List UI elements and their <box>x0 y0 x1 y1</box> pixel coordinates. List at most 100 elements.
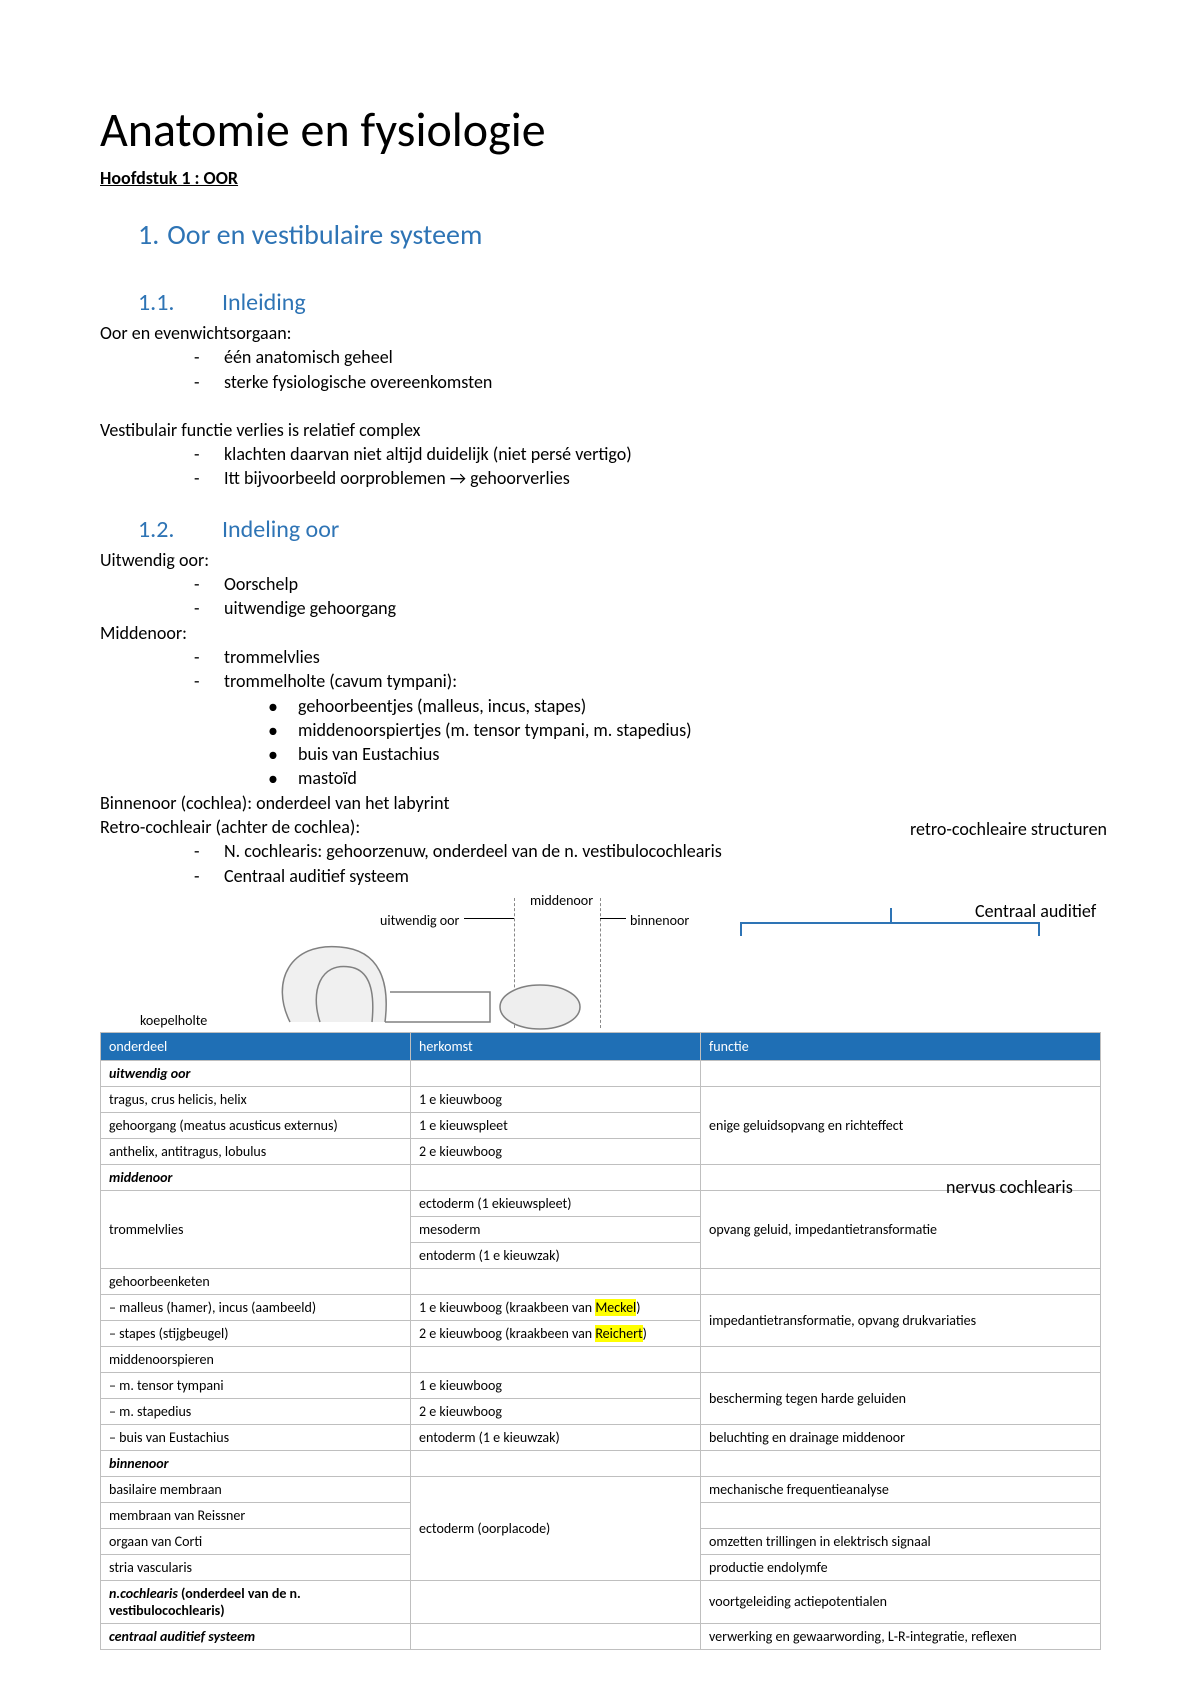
table-row: binnenoor <box>101 1450 1101 1476</box>
ear-outline-icon <box>230 922 590 1032</box>
table-cell: ectoderm (oorplacode) <box>411 1476 701 1580</box>
table-row: – malleus (hamer), incus (aambeeld)1 e k… <box>101 1294 1101 1320</box>
table-cell: – m. tensor tympani <box>101 1372 411 1398</box>
list-11b: klachten daarvan niet altijd duidelijk (… <box>194 442 1100 491</box>
list-item: trommelholte (cavum tympani): <box>194 669 1100 693</box>
table-section-cell: middenoor <box>101 1164 411 1190</box>
table-cell: membraan van Reissner <box>101 1502 411 1528</box>
table-cell <box>411 1164 701 1190</box>
table-cell: 2 e kieuwboog <box>411 1138 701 1164</box>
diagram-line <box>464 918 514 919</box>
table-cell: tragus, crus helicis, helix <box>101 1086 411 1112</box>
chapter-subtitle: Hoofdstuk 1 : OOR <box>100 167 1100 189</box>
table-row: centraal auditief systeem verwerking en g… <box>101 1623 1101 1649</box>
table-cell: ectoderm (1 ekieuwspleet) <box>411 1190 701 1216</box>
table-cell: impedantietransformatie, opvang drukvari… <box>701 1294 1101 1346</box>
table-cell: mesoderm <box>411 1216 701 1242</box>
list-item: uitwendige gehoorgang <box>194 596 1100 620</box>
diagram-label-midden: middenoor <box>530 892 593 909</box>
list-item: Oorschelp <box>194 572 1100 596</box>
table-cell: centraal auditief systeem <box>101 1623 411 1649</box>
section-1-text: Oor en vestibulaire systeem <box>167 217 482 252</box>
table-cell: orgaan van Corti <box>101 1528 411 1554</box>
table-header: herkomst <box>411 1032 701 1060</box>
table-cell <box>411 1268 701 1294</box>
table-row: middenoorspieren <box>101 1346 1101 1372</box>
table-cell: 1 e kieuwboog (kraakbeen van Meckel) <box>411 1294 701 1320</box>
table-row: gehoorbeenketen <box>101 1268 1101 1294</box>
float-label-retro: retro-cochleaire structuren <box>910 818 1107 840</box>
table-cell: – malleus (hamer), incus (aambeeld) <box>101 1294 411 1320</box>
highlighted-text: Meckel <box>595 1299 636 1316</box>
table-row: – m. tensor tympani1 e kieuwboogbescherm… <box>101 1372 1101 1398</box>
table-cell: basilaire membraan <box>101 1476 411 1502</box>
table-cell: mechanische frequentieanalyse <box>701 1476 1101 1502</box>
list-12a: Oorschelpuitwendige gehoorgang <box>194 572 1100 621</box>
highlighted-text: Reichert <box>595 1325 642 1342</box>
table-cell <box>411 1346 701 1372</box>
diagram-label-koepel: koepelholte <box>140 1012 207 1029</box>
float-label-nervus: nervus cochlearis <box>946 1176 1073 1198</box>
diagram-line <box>600 918 626 919</box>
table-cell: verwerking en gewaarwording, L-R-integra… <box>701 1623 1101 1649</box>
table-cell: bescherming tegen harde geluiden <box>701 1372 1101 1424</box>
paragraph: Binnenoor (cochlea): onderdeel van het l… <box>100 791 1100 815</box>
table-section-cell: uitwendig oor <box>101 1060 411 1086</box>
list-item: N. cochlearis: gehoorzenuw, onderdeel va… <box>194 839 1100 863</box>
table-header: functie <box>701 1032 1101 1060</box>
bracket-tick <box>890 908 892 922</box>
table-cell: opvang geluid, impedantietransformatie <box>701 1190 1101 1268</box>
table-cell: entoderm (1 e kieuwzak) <box>411 1242 701 1268</box>
anatomy-table: onderdeelherkomstfunctie uitwendig oortr… <box>100 1032 1101 1650</box>
table-cell <box>701 1346 1101 1372</box>
list-item: één anatomisch geheel <box>194 345 1100 369</box>
table-cell: gehoorgang (meatus acusticus externus) <box>101 1112 411 1138</box>
section-1-heading: 1.Oor en vestibulaire systeem <box>138 217 1100 252</box>
table-cell: anthelix, antitragus, lobulus <box>101 1138 411 1164</box>
section-1-2-text: Indeling oor <box>222 515 339 544</box>
section-1-number: 1. <box>138 217 159 252</box>
page-title: Anatomie en fysiologie <box>100 100 1100 159</box>
list-12d: N. cochlearis: gehoorzenuw, onderdeel va… <box>194 839 1100 888</box>
bracket-tick <box>1038 922 1040 936</box>
list-11a: één anatomisch geheelsterke fysiologisch… <box>194 345 1100 394</box>
table-cell: – buis van Eustachius <box>101 1424 411 1450</box>
table-cell: – stapes (stijgbeugel) <box>101 1320 411 1346</box>
table-cell <box>701 1502 1101 1528</box>
table-cell <box>411 1623 701 1649</box>
table-cell: – m. stapedius <box>101 1398 411 1424</box>
section-1-1-number: 1.1. <box>138 288 222 317</box>
table-cell: gehoorbeenketen <box>101 1268 411 1294</box>
table-row: – buis van Eustachiusentoderm (1 e kieuw… <box>101 1424 1101 1450</box>
diagram-label-binnen: binnenoor <box>630 912 689 929</box>
table-cell: entoderm (1 e kieuwzak) <box>411 1424 701 1450</box>
section-1-2-number: 1.2. <box>138 515 222 544</box>
table-section-cell: binnenoor <box>101 1450 411 1476</box>
section-1-1-heading: 1.1.Inleiding <box>138 288 1100 317</box>
table-cell: 1 e kieuwboog <box>411 1086 701 1112</box>
table-row: basilaire membraanectoderm (oorplacode)m… <box>101 1476 1101 1502</box>
list-item: mastoïd <box>268 766 1100 790</box>
table-cell <box>411 1060 701 1086</box>
float-label-centraal: Centraal auditief <box>975 900 1096 922</box>
table-cell: productie endolymfe <box>701 1554 1101 1580</box>
table-cell: middenoorspieren <box>101 1346 411 1372</box>
list-12b-bullet: gehoorbeentjes (malleus, incus, stapes)m… <box>268 694 1100 791</box>
table-row: n.cochlearis (onderdeel van de n. vestib… <box>101 1580 1101 1623</box>
paragraph: Uitwendig oor: <box>100 548 1100 572</box>
paragraph: Vestibulair functie verlies is relatief … <box>100 418 1100 442</box>
ear-diagram: uitwendig oor middenoor binnenoor koepel… <box>100 892 1100 1032</box>
table-cell <box>411 1580 701 1623</box>
table-cell: 1 e kieuwboog <box>411 1372 701 1398</box>
table-cell: 2 e kieuwboog <box>411 1398 701 1424</box>
list-item: Itt bijvoorbeeld oorproblemen → gehoorve… <box>194 466 1100 490</box>
table-cell: 2 e kieuwboog (kraakbeen van Reichert) <box>411 1320 701 1346</box>
paragraph: Middenoor: <box>100 621 1100 645</box>
list-12b-dash: trommelvliestrommelholte (cavum tympani)… <box>194 645 1100 694</box>
section-1-2-heading: 1.2.Indeling oor <box>138 515 1100 544</box>
list-item: sterke fysiologische overeenkomsten <box>194 370 1100 394</box>
table-cell <box>701 1450 1101 1476</box>
list-item: buis van Eustachius <box>268 742 1100 766</box>
list-item: Centraal auditief systeem <box>194 864 1100 888</box>
table-cell: voortgeleiding actiepotentialen <box>701 1580 1101 1623</box>
